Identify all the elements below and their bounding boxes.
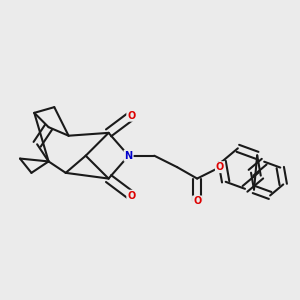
Text: O: O: [216, 162, 224, 172]
Text: O: O: [127, 111, 136, 121]
Text: N: N: [124, 151, 133, 161]
Text: O: O: [193, 196, 201, 206]
Text: O: O: [127, 191, 136, 201]
